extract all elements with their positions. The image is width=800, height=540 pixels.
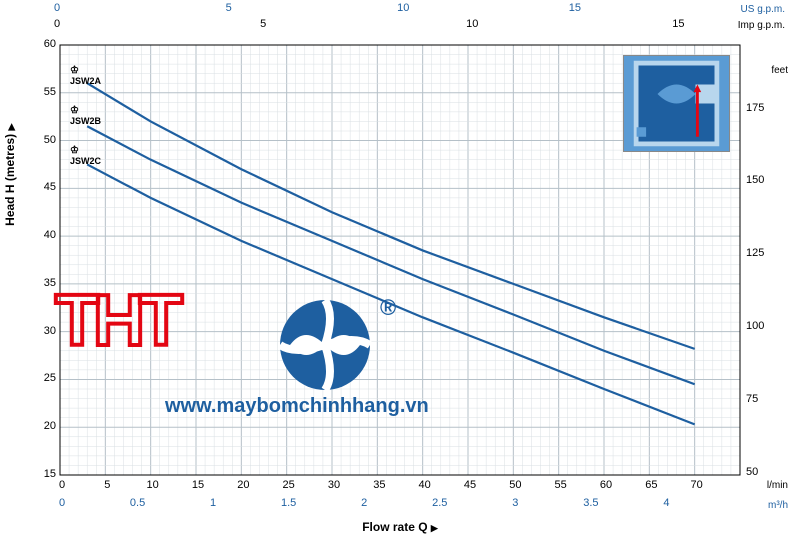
inset-diagram xyxy=(623,55,730,152)
watermark-logo: THT xyxy=(55,280,177,362)
y-tick: 55 xyxy=(38,86,56,98)
swirl-icon xyxy=(275,295,375,395)
y-tick: 20 xyxy=(38,420,56,432)
y-tick-right: 50 xyxy=(746,466,758,478)
x-tick-m3h: 0.5 xyxy=(126,497,150,509)
x-tick: 60 xyxy=(596,479,616,491)
y-tick: 60 xyxy=(38,38,56,50)
watermark-url: www.maybomchinhhang.vn xyxy=(165,395,429,418)
x-tick-imp: 5 xyxy=(260,18,266,30)
x-tick-m3h: 3 xyxy=(503,497,527,509)
registered-mark: ® xyxy=(380,295,396,321)
x-tick-imp: 0 xyxy=(54,18,60,30)
x-tick-m3h: 2 xyxy=(352,497,376,509)
series-label-jsw2a: ♔JSW2A xyxy=(70,65,101,86)
unit-lmin: l/min xyxy=(767,480,788,491)
series-label-jsw2b: ♔JSW2B xyxy=(70,105,101,126)
x-tick-m3h: 0 xyxy=(50,497,74,509)
series-label-jsw2c: ♔JSW2C xyxy=(70,145,101,166)
x-tick: 40 xyxy=(415,479,435,491)
unit-m3h: m³/h xyxy=(768,500,788,511)
x-tick-us: 5 xyxy=(226,2,232,14)
x-tick: 45 xyxy=(460,479,480,491)
x-tick-imp: 10 xyxy=(466,18,478,30)
x-tick-us: 15 xyxy=(569,2,581,14)
unit-imp-gpm: Imp g.p.m. xyxy=(738,20,785,31)
y-axis-label: Head H (metres) ▶ xyxy=(3,124,17,226)
x-tick: 0 xyxy=(52,479,72,491)
y-tick-right: 125 xyxy=(746,247,764,259)
x-tick-m3h: 3.5 xyxy=(579,497,603,509)
unit-us-gpm: US g.p.m. xyxy=(741,4,785,15)
x-tick: 55 xyxy=(551,479,571,491)
x-tick-m3h: 4 xyxy=(654,497,678,509)
y-tick: 45 xyxy=(38,181,56,193)
y-tick: 25 xyxy=(38,372,56,384)
y-tick: 50 xyxy=(38,134,56,146)
x-tick-m3h: 1.5 xyxy=(277,497,301,509)
x-tick-m3h: 1 xyxy=(201,497,225,509)
x-tick-imp: 15 xyxy=(672,18,684,30)
y-tick-right: 75 xyxy=(746,393,758,405)
x-tick: 10 xyxy=(143,479,163,491)
y-tick: 30 xyxy=(38,325,56,337)
x-tick: 35 xyxy=(369,479,389,491)
y-tick-right: 150 xyxy=(746,174,764,186)
x-axis-label: Flow rate Q ▶ xyxy=(362,520,438,534)
y-tick-right: 100 xyxy=(746,320,764,332)
unit-feet: feet xyxy=(771,65,788,76)
y-tick-right: 175 xyxy=(746,102,764,114)
plot-area: ♔JSW2A ♔JSW2B ♔JSW2C THT ® www.maybomchi… xyxy=(60,45,740,475)
x-tick: 15 xyxy=(188,479,208,491)
x-tick: 65 xyxy=(641,479,661,491)
x-tick: 25 xyxy=(279,479,299,491)
x-tick-us: 10 xyxy=(397,2,409,14)
y-tick: 35 xyxy=(38,277,56,289)
x-tick: 5 xyxy=(97,479,117,491)
x-tick-us: 0 xyxy=(54,2,60,14)
x-tick: 70 xyxy=(687,479,707,491)
x-tick: 50 xyxy=(505,479,525,491)
x-tick-m3h: 2.5 xyxy=(428,497,452,509)
y-tick: 40 xyxy=(38,229,56,241)
x-tick: 30 xyxy=(324,479,344,491)
x-tick: 20 xyxy=(233,479,253,491)
